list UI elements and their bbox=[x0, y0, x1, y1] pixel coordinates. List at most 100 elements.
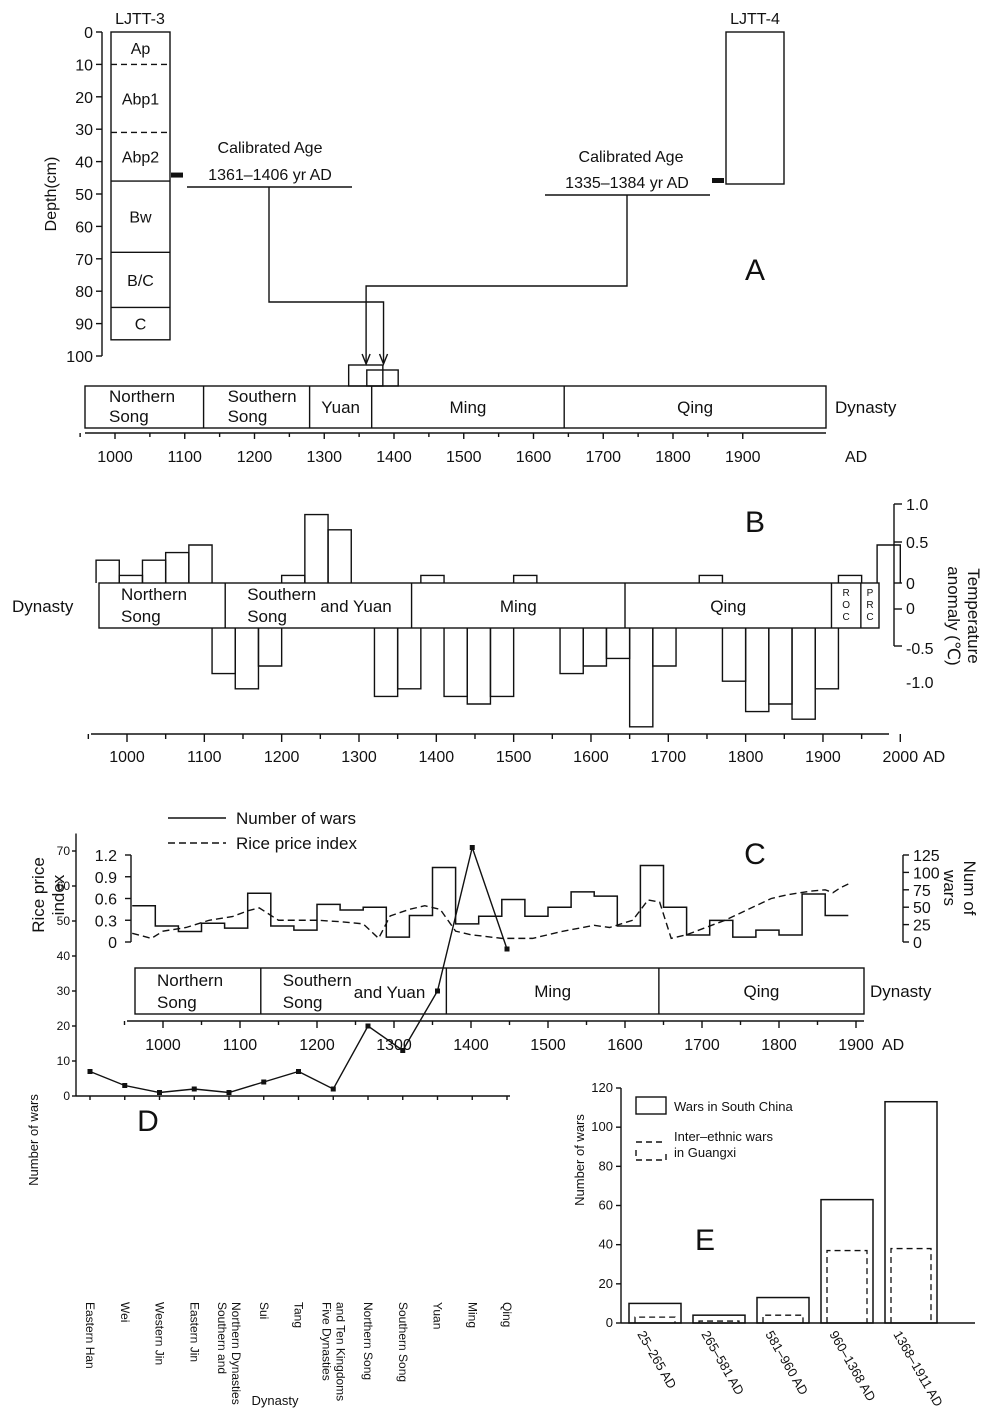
temperature-bin bbox=[744, 628, 770, 713]
x-tick-label-c: 1200 bbox=[299, 1037, 335, 1054]
y-tick-label-c-left: 0.9 bbox=[95, 870, 117, 887]
horizon-label: Ap bbox=[131, 41, 151, 58]
horizon-label: Bw bbox=[129, 210, 152, 227]
temperature-bin bbox=[698, 574, 724, 583]
y-tick-label-d: 60 bbox=[57, 879, 71, 893]
x-tick-label-a: 1100 bbox=[168, 449, 203, 466]
y-tick-label-c-right: 100 bbox=[913, 865, 940, 882]
temperature-bin bbox=[559, 628, 584, 675]
dynasty-name-b: Ming bbox=[500, 597, 537, 616]
x-tick-label-d: Sui bbox=[257, 1302, 271, 1319]
dynasty-name: Southern bbox=[228, 387, 297, 406]
x-tick-label-c: 1600 bbox=[607, 1037, 643, 1054]
x-tick-label-a: 1500 bbox=[446, 449, 482, 466]
bar-wars-south-china bbox=[820, 1198, 874, 1324]
core-ljtt3-box bbox=[110, 31, 171, 341]
y-tick-label-c-right: 25 bbox=[913, 918, 931, 935]
depth-tick-label: 70 bbox=[75, 252, 93, 269]
dynasty-name-b: P bbox=[867, 588, 874, 599]
x-tick-label-d: Ming bbox=[465, 1302, 479, 1328]
y-tick-label-e: 100 bbox=[591, 1119, 613, 1134]
x-tick-label-b: 1300 bbox=[341, 749, 377, 766]
x-tick-label-e: 265–581 AD bbox=[698, 1328, 747, 1397]
temperature-bin bbox=[118, 574, 144, 583]
horizon-label: Abp2 bbox=[122, 150, 159, 167]
x-tick-label-b: 1900 bbox=[805, 749, 841, 766]
data-point-d bbox=[330, 1086, 336, 1092]
x-tick-label-b: 1700 bbox=[651, 749, 687, 766]
y-tick-label-e: 120 bbox=[591, 1080, 613, 1095]
data-point-d bbox=[296, 1069, 301, 1074]
x-tick-label-d: Southern and bbox=[215, 1302, 229, 1374]
temperature-bin bbox=[837, 574, 863, 583]
dynasty-name: Ming bbox=[450, 398, 487, 417]
legend-label-rice: Rice price index bbox=[236, 834, 357, 853]
x-tick-label-d: Qing bbox=[500, 1302, 514, 1327]
series-line-number-of-wars bbox=[132, 864, 849, 938]
y-tick-label-e: 60 bbox=[599, 1198, 613, 1213]
dynasty-name-b: Song bbox=[247, 607, 287, 626]
data-point-d bbox=[191, 1086, 197, 1092]
temperature-bin bbox=[257, 628, 283, 667]
x-tick-label-d: Northern Song bbox=[361, 1302, 375, 1380]
y-tick-label-d: 70 bbox=[57, 844, 71, 858]
bar-inter-ethnic-wars-guangxi bbox=[634, 1316, 676, 1323]
y-tick-label-c-left: 0.6 bbox=[95, 892, 117, 909]
temperature-bin bbox=[420, 574, 445, 583]
arrowhead-ljtt3 bbox=[378, 353, 389, 366]
dynasty-name-c: Song bbox=[283, 993, 323, 1012]
dynasty-band bbox=[84, 385, 827, 429]
x-axis-label-d: Dynasty bbox=[252, 1393, 299, 1408]
dynasty-row-label-c: Dynasty bbox=[870, 982, 932, 1001]
x-unit-c: AD bbox=[882, 1037, 904, 1054]
x-tick-label-d: Five Dynasties bbox=[319, 1302, 333, 1381]
panel-d: 0 10 20 30 40 50 60 70 Number of wars Eastern Han… bbox=[26, 833, 514, 1408]
data-point-d bbox=[261, 1079, 267, 1085]
x-tick-label-d: and Ten Kingdoms bbox=[333, 1302, 347, 1401]
y-tick-label-b: -1.0 bbox=[906, 675, 934, 692]
x-tick-label-b: 1800 bbox=[728, 749, 764, 766]
legend-swatch-guangxi-box bbox=[635, 1150, 667, 1161]
panel-a: LJTT-3 Depth(cm) 0 10 20 30 40 50 60 70 80 90 100 Ap A… bbox=[43, 11, 897, 466]
legend-label-south-china: Wars in South China bbox=[674, 1099, 794, 1114]
x-tick-label-c: 1700 bbox=[684, 1037, 720, 1054]
dynasty-band-c bbox=[134, 967, 865, 1015]
bar-wars-south-china bbox=[628, 1302, 682, 1324]
depth-tick-label: 90 bbox=[75, 317, 93, 334]
x-tick-label-a: 1900 bbox=[725, 449, 761, 466]
x-tick-label-a: 1000 bbox=[97, 449, 133, 466]
dynasty-name-c: Qing bbox=[743, 982, 779, 1001]
x-tick-label-c: 1100 bbox=[223, 1037, 258, 1054]
x-tick-label-c: 1400 bbox=[453, 1037, 489, 1054]
bar-inter-ethnic-wars-guangxi bbox=[890, 1247, 932, 1323]
x-unit-a: AD bbox=[845, 449, 867, 466]
connector-ljtt4 bbox=[365, 195, 628, 362]
temperature-bin bbox=[605, 628, 631, 660]
depth-tick-label: 40 bbox=[75, 155, 93, 172]
y-axis-label-b: Temperature bbox=[964, 568, 983, 663]
temperature-bin bbox=[211, 628, 236, 675]
temperature-bin bbox=[814, 628, 840, 690]
dynasty-name: Song bbox=[228, 407, 268, 426]
calibrated-age-label-ljtt3: Calibrated Age bbox=[218, 140, 323, 157]
panel-letter-e: E bbox=[695, 1224, 715, 1257]
core-name-ljtt3: LJTT-3 bbox=[115, 11, 165, 28]
calibrated-age-range-ljtt3: 1361–1406 yr AD bbox=[208, 167, 332, 184]
x-tick-label-d: Southern Song bbox=[396, 1302, 410, 1382]
temperature-bin bbox=[791, 628, 816, 720]
data-point-d bbox=[87, 1069, 93, 1074]
temperature-bin bbox=[768, 628, 793, 705]
bar-inter-ethnic-wars-guangxi bbox=[762, 1314, 804, 1323]
x-tick-label-d: Eastern Han bbox=[83, 1302, 97, 1369]
x-tick-label-c: 1900 bbox=[838, 1037, 874, 1054]
temperature-bin bbox=[327, 529, 352, 583]
x-tick-label-b: 1600 bbox=[573, 749, 609, 766]
dynasty-name: Yuan bbox=[321, 398, 360, 417]
depth-tick-label: 60 bbox=[75, 219, 93, 236]
y-axis-label-d: Number of wars bbox=[26, 1094, 41, 1186]
y-tick-label-b: 1.0 bbox=[906, 497, 928, 514]
temperature-bin bbox=[466, 628, 492, 705]
x-tick-label-b: 1100 bbox=[187, 749, 222, 766]
y-tick-label-d: 0 bbox=[63, 1089, 70, 1103]
dynasty-name-b: O bbox=[842, 600, 850, 611]
